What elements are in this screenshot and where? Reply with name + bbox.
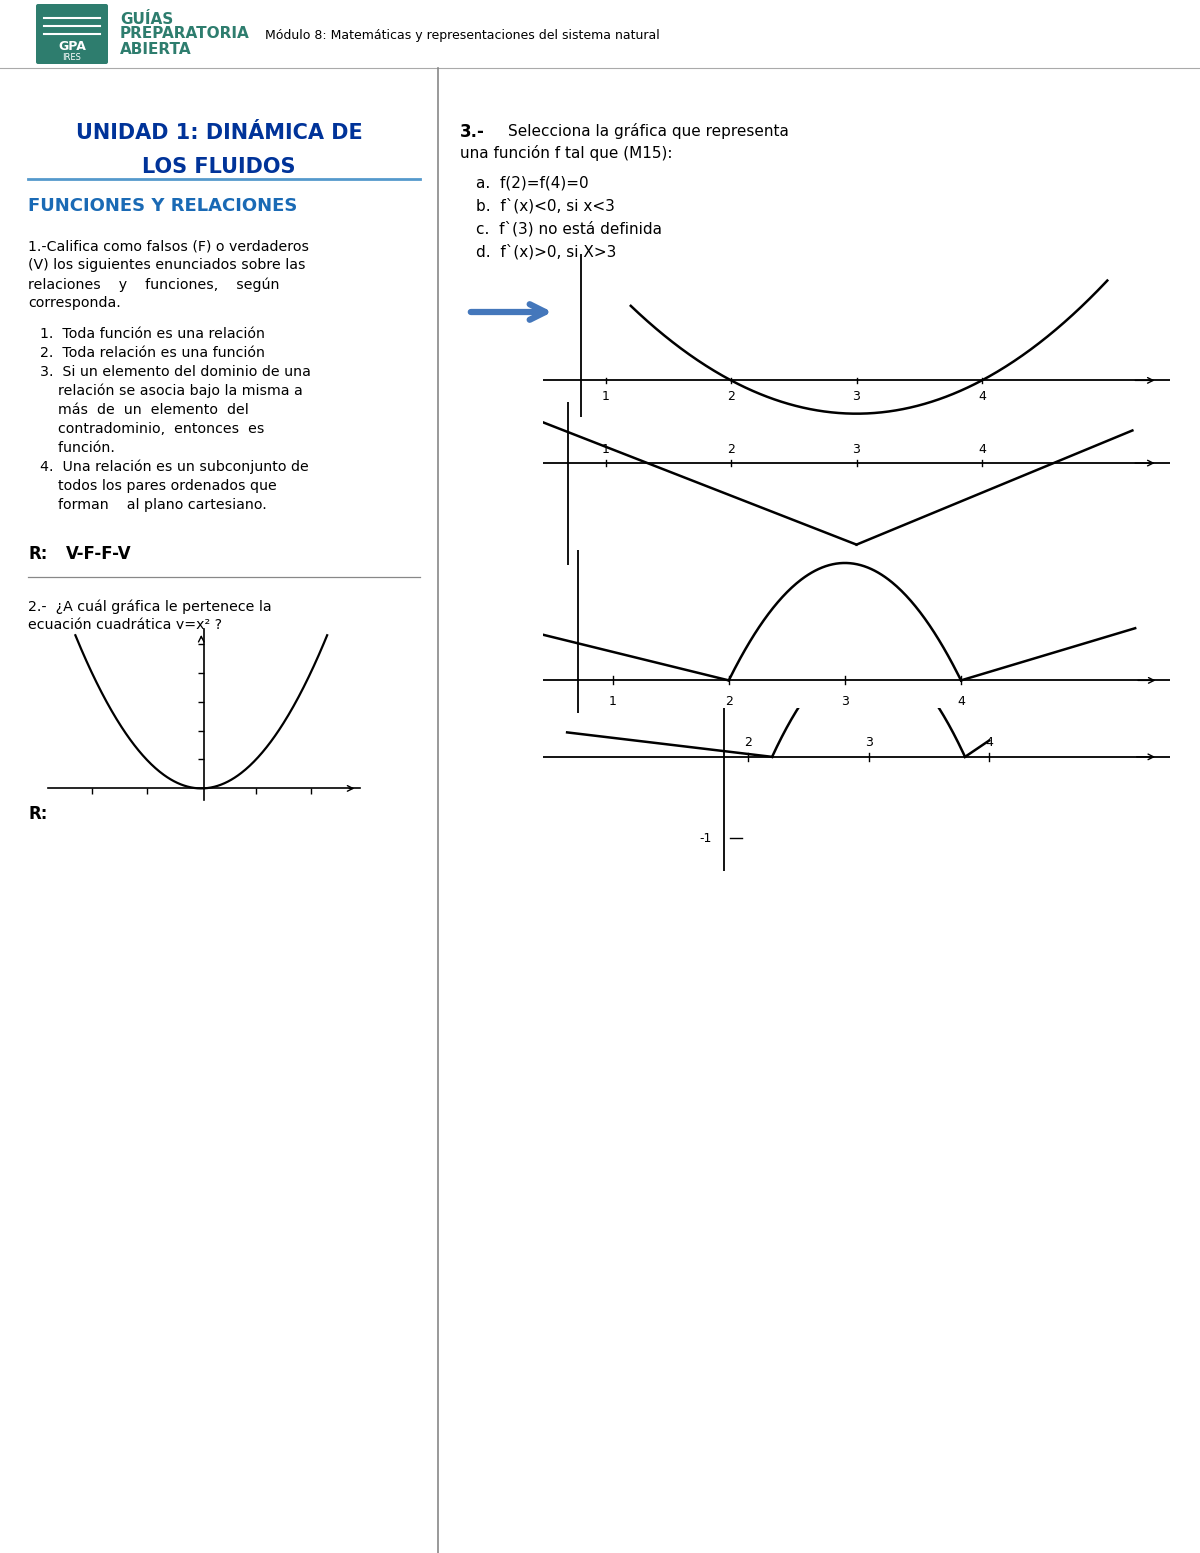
Text: ABIERTA: ABIERTA xyxy=(120,42,192,57)
Text: una función f tal que (M15):: una función f tal que (M15): xyxy=(460,144,672,162)
Text: Módulo 8: Matemáticas y representaciones del sistema natural: Módulo 8: Matemáticas y representaciones… xyxy=(265,30,660,42)
Text: ecuación cuadrática y=x² ?: ecuación cuadrática y=x² ? xyxy=(28,618,222,632)
Text: -1: -1 xyxy=(700,832,712,845)
Text: 1: 1 xyxy=(608,694,617,708)
Text: corresponda.: corresponda. xyxy=(28,297,121,311)
Text: 4: 4 xyxy=(985,736,994,749)
Text: PREPARATORIA: PREPARATORIA xyxy=(120,26,250,42)
Text: IRES: IRES xyxy=(62,53,82,62)
Text: UNIDAD 1: DINÁMICA DE: UNIDAD 1: DINÁMICA DE xyxy=(76,123,362,143)
Text: R:: R: xyxy=(28,545,47,564)
Text: 4: 4 xyxy=(978,390,986,402)
Bar xyxy=(0,0,1200,68)
Text: todos los pares ordenados que: todos los pares ordenados que xyxy=(40,478,277,492)
Text: contradominio,  entonces  es: contradominio, entonces es xyxy=(40,422,264,436)
Text: b.  f`(x)<0, si x<3: b. f`(x)<0, si x<3 xyxy=(476,197,614,213)
Text: función.: función. xyxy=(40,441,115,455)
Text: 1.  Toda función es una relación: 1. Toda función es una relación xyxy=(40,328,265,342)
Text: 1: 1 xyxy=(601,443,610,455)
Text: 2.-  ¿A cuál gráfica le pertenece la: 2.- ¿A cuál gráfica le pertenece la xyxy=(28,599,271,613)
Text: relaciones    y    funciones,    según: relaciones y funciones, según xyxy=(28,276,280,292)
Text: 2: 2 xyxy=(727,390,736,402)
Text: 2: 2 xyxy=(725,694,733,708)
Text: LOS FLUIDOS: LOS FLUIDOS xyxy=(143,157,295,177)
Text: 2: 2 xyxy=(744,736,752,749)
Text: Selecciona la gráfica que representa: Selecciona la gráfica que representa xyxy=(508,123,788,140)
Text: 1.-Califica como falsos (F) o verdaderos: 1.-Califica como falsos (F) o verdaderos xyxy=(28,239,310,253)
Text: 4.  Una relación es un subconjunto de: 4. Una relación es un subconjunto de xyxy=(40,460,308,475)
Text: c.  f`(3) no está definida: c. f`(3) no está definida xyxy=(476,221,662,236)
Text: forman    al plano cartesiano.: forman al plano cartesiano. xyxy=(40,499,266,512)
Text: FUNCIONES Y RELACIONES: FUNCIONES Y RELACIONES xyxy=(28,197,298,214)
Text: V-F-F-V: V-F-F-V xyxy=(66,545,132,564)
Text: a.  f(2)=f(4)=0: a. f(2)=f(4)=0 xyxy=(476,175,589,189)
Text: 3: 3 xyxy=(841,694,848,708)
FancyBboxPatch shape xyxy=(36,5,108,64)
Text: 4: 4 xyxy=(958,694,965,708)
Text: GPA: GPA xyxy=(58,39,86,53)
Text: 3.-: 3.- xyxy=(460,123,485,141)
Text: 1: 1 xyxy=(601,390,610,402)
Text: R:: R: xyxy=(28,804,47,823)
Text: 2: 2 xyxy=(727,443,736,455)
Text: 3: 3 xyxy=(865,736,872,749)
Text: (V) los siguientes enunciados sobre las: (V) los siguientes enunciados sobre las xyxy=(28,258,306,272)
Text: 4: 4 xyxy=(978,443,986,455)
Text: GUÍAS: GUÍAS xyxy=(120,12,173,28)
Text: más  de  un  elemento  del: más de un elemento del xyxy=(40,402,248,418)
Text: d.  f`(x)>0, si X>3: d. f`(x)>0, si X>3 xyxy=(476,244,617,259)
Text: 3: 3 xyxy=(852,390,860,402)
Text: 3.  Si un elemento del dominio de una: 3. Si un elemento del dominio de una xyxy=(40,365,311,379)
Text: relación se asocia bajo la misma a: relación se asocia bajo la misma a xyxy=(40,384,302,399)
Text: 2.  Toda relación es una función: 2. Toda relación es una función xyxy=(40,346,265,360)
Text: 3: 3 xyxy=(852,443,860,455)
